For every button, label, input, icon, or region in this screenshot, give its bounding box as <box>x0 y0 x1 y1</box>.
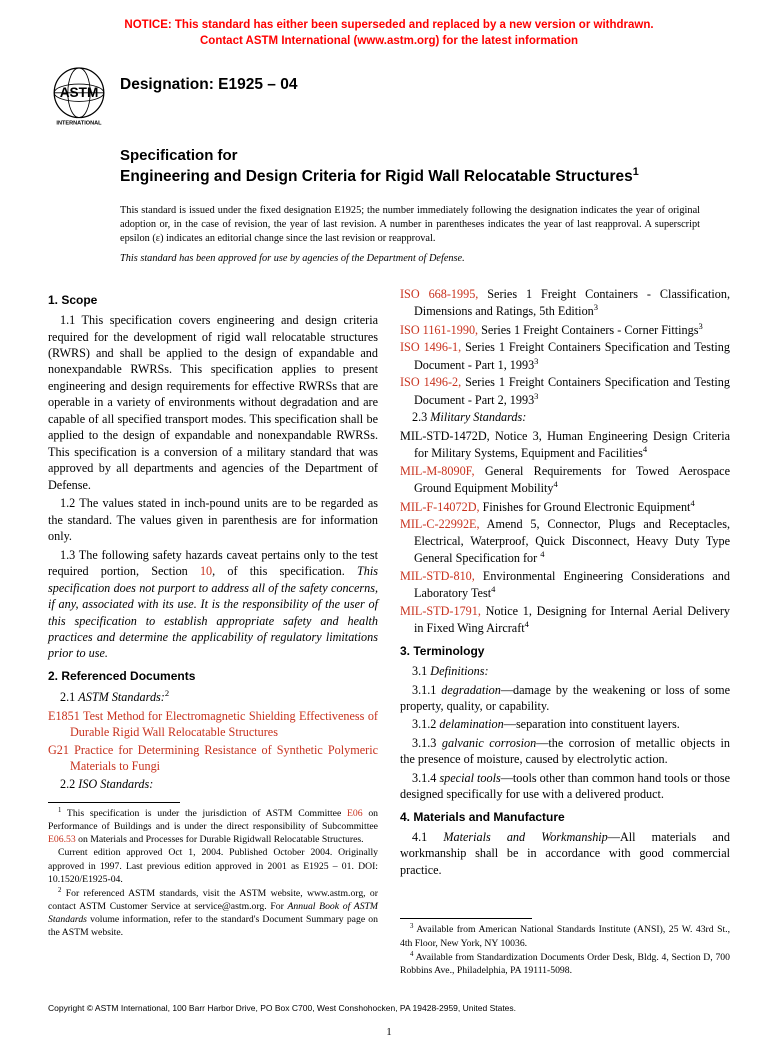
ref-iso668: ISO 668-1995, Series 1 Freight Container… <box>400 286 730 320</box>
ref-iso1161: ISO 1161-1990, Series 1 Freight Containe… <box>400 321 730 339</box>
ref-mil1472d: MIL-STD-1472D, Notice 3, Human Engineeri… <box>400 428 730 462</box>
link-e06-53[interactable]: E06.53 <box>48 834 76 845</box>
header-row: ASTM INTERNATIONAL Designation: E1925 – … <box>48 63 730 125</box>
footnotes-left-body: 1 This specification is under the jurisd… <box>48 806 378 939</box>
title-main: Engineering and Design Criteria for Rigi… <box>120 166 730 187</box>
title-prefix: Specification for <box>120 147 730 166</box>
right-column: ISO 668-1995, Series 1 Freight Container… <box>400 286 730 977</box>
def-galvanic-corrosion: 3.1.3 galvanic corrosion—the corrosion o… <box>400 735 730 768</box>
body-columns: 1. Scope 1.1 This specification covers e… <box>48 286 730 977</box>
copyright-line: Copyright © ASTM International, 100 Barr… <box>48 1003 730 1014</box>
astm-standards-label: 2.1 ASTM Standards:2 <box>48 688 378 706</box>
def-special-tools: 3.1.4 special tools—tools other than com… <box>400 770 730 803</box>
svg-text:ASTM: ASTM <box>60 85 99 100</box>
notice-line-2: Contact ASTM International (www.astm.org… <box>200 35 578 47</box>
para-4-1: 4.1 Materials and Workmanship—All materi… <box>400 829 730 878</box>
notice-line-1: NOTICE: This standard has either been su… <box>124 19 653 31</box>
def-degradation: 3.1.1 degradation—damage by the weakenin… <box>400 682 730 715</box>
document-page: NOTICE: This standard has either been su… <box>0 0 778 1064</box>
refdocs-heading: 2. Referenced Documents <box>48 668 378 684</box>
terminology-heading: 3. Terminology <box>400 643 730 659</box>
definitions-label: 3.1 Definitions: <box>400 663 730 679</box>
scope-heading: 1. Scope <box>48 292 378 308</box>
footnote-3: 3 Available from American National Stand… <box>400 922 730 949</box>
dod-note: This standard has been approved for use … <box>120 252 700 266</box>
ref-g21[interactable]: G21 Practice for Determining Resistance … <box>48 742 378 775</box>
para-1-2: 1.2 The values stated in inch-pound unit… <box>48 495 378 544</box>
ref-iso1496-1: ISO 1496-1, Series 1 Freight Containers … <box>400 339 730 373</box>
footnote-4: 4 Available from Standardization Documen… <box>400 950 730 977</box>
footnote-2: 2 For referenced ASTM standards, visit t… <box>48 886 378 940</box>
page-number: 1 <box>48 1025 730 1040</box>
para-1-3: 1.3 The following safety hazards caveat … <box>48 547 378 662</box>
ref-iso1496-2: ISO 1496-2, Series 1 Freight Containers … <box>400 374 730 408</box>
astm-logo-icon: ASTM INTERNATIONAL <box>48 63 110 125</box>
ref-mil-m-8090f: MIL-M-8090F, General Requirements for To… <box>400 463 730 497</box>
link-e06[interactable]: E06 <box>347 808 363 819</box>
def-delamination: 3.1.2 delamination—separation into const… <box>400 716 730 732</box>
issuance-note: This standard is issued under the fixed … <box>120 204 700 246</box>
footnotes-right-body: 3 Available from American National Stand… <box>400 919 730 977</box>
supersession-notice: NOTICE: This standard has either been su… <box>48 18 730 49</box>
materials-heading: 4. Materials and Manufacture <box>400 809 730 825</box>
ref-e1851[interactable]: E1851 Test Method for Electromagnetic Sh… <box>48 708 378 741</box>
ref-mil-std-1791: MIL-STD-1791, Notice 1, Designing for In… <box>400 603 730 637</box>
section-ref-10[interactable]: 10 <box>200 564 212 578</box>
ref-mil-f-14072d: MIL-F-14072D, Finishes for Ground Electr… <box>400 498 730 516</box>
designation-label: Designation: E1925 – 04 <box>120 75 297 96</box>
iso-standards-label: 2.2 ISO Standards: <box>48 776 378 792</box>
footnote-1: 1 This specification is under the jurisd… <box>48 806 378 847</box>
left-column: 1. Scope 1.1 This specification covers e… <box>48 286 378 977</box>
ref-mil-std-810: MIL-STD-810, Environmental Engineering C… <box>400 568 730 602</box>
svg-text:INTERNATIONAL: INTERNATIONAL <box>56 120 102 125</box>
footnote-1b: Current edition approved Oct 1, 2004. Pu… <box>48 846 378 885</box>
title-block: Specification for Engineering and Design… <box>120 147 730 186</box>
ref-mil-c-22992e: MIL-C-22992E, Amend 5, Connector, Plugs … <box>400 516 730 566</box>
military-standards-label: 2.3 Military Standards: <box>400 409 730 425</box>
para-1-1: 1.1 This specification covers engineerin… <box>48 312 378 493</box>
